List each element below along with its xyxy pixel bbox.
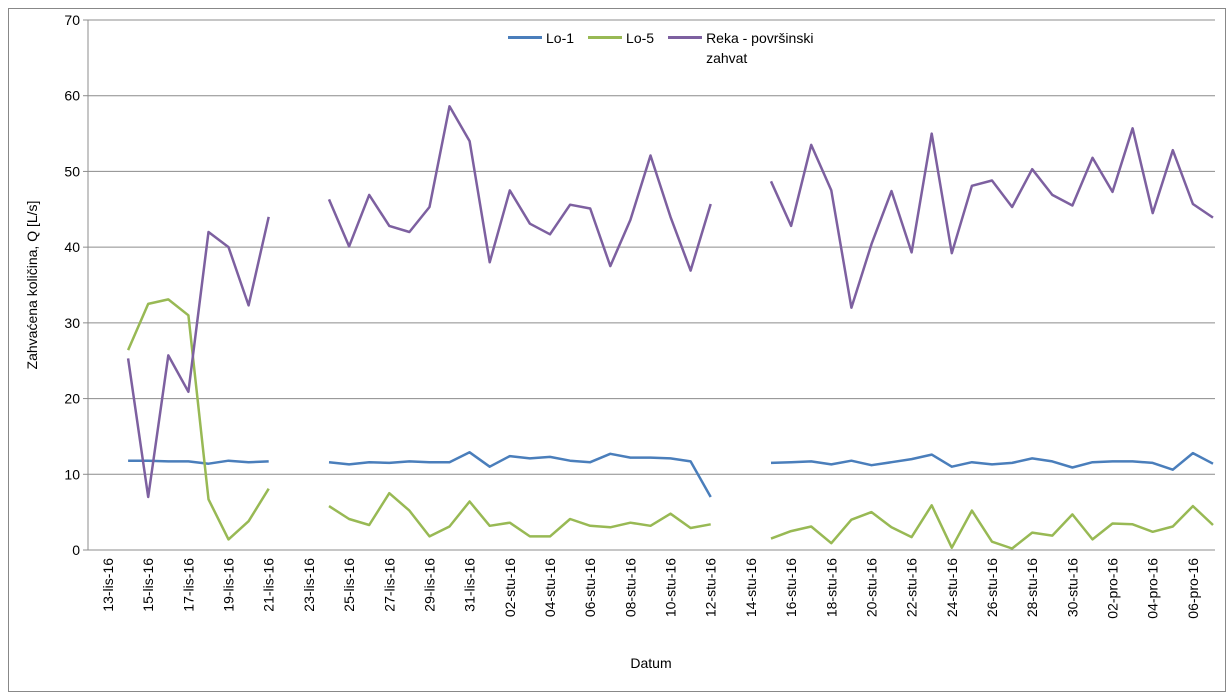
x-tick-label: 28-stu-16 <box>1024 558 1040 617</box>
x-tick-label: 19-lis-16 <box>221 558 237 612</box>
x-tick-label: 15-lis-16 <box>140 558 156 612</box>
legend: Lo-1 Lo-5 Reka - površinski zahvat <box>508 28 871 68</box>
x-tick-label: 04-pro-16 <box>1145 558 1161 619</box>
legend-item: Reka - površinski zahvat <box>668 28 856 68</box>
legend-label: Lo-5 <box>626 30 655 46</box>
y-tick-label: 10 <box>64 466 80 482</box>
x-tick-label: 04-stu-16 <box>542 558 558 617</box>
x-tick-label: 25-lis-16 <box>341 558 357 612</box>
legend-item: Lo-1 <box>508 28 574 68</box>
x-tick-label: 12-stu-16 <box>703 558 719 617</box>
y-tick-label: 0 <box>72 542 80 558</box>
y-tick-label: 30 <box>64 315 80 331</box>
y-tick-label: 50 <box>64 163 80 179</box>
legend-label: Lo-1 <box>546 30 575 46</box>
legend-swatch <box>668 36 703 39</box>
x-tick-label: 29-lis-16 <box>421 558 437 612</box>
x-tick-label: 02-stu-16 <box>502 558 518 617</box>
x-tick-label: 31-lis-16 <box>462 558 478 612</box>
x-tick-label: 30-stu-16 <box>1064 558 1080 617</box>
x-tick-label: 02-pro-16 <box>1105 558 1121 619</box>
y-axis-label: Zahvaćena količina, Q [L/s] <box>24 201 40 370</box>
x-tick-label: 18-stu-16 <box>823 558 839 617</box>
series-line <box>126 298 1214 550</box>
legend-swatch <box>508 36 542 39</box>
series-line <box>128 451 1214 498</box>
x-tick-label: 13-lis-16 <box>100 558 116 612</box>
legend-item: Lo-5 <box>588 28 654 68</box>
series-line <box>126 105 1214 499</box>
x-tick-label: 06-pro-16 <box>1185 558 1201 619</box>
x-tick-label: 24-stu-16 <box>944 558 960 617</box>
legend-label: Reka - površinski zahvat <box>706 30 814 66</box>
y-tick-label: 40 <box>64 239 80 255</box>
x-tick-label: 16-stu-16 <box>783 558 799 617</box>
x-tick-label: 27-lis-16 <box>381 558 397 612</box>
x-tick-label: 08-stu-16 <box>622 558 638 617</box>
y-tick-label: 20 <box>64 391 80 407</box>
x-tick-label: 17-lis-16 <box>180 558 196 612</box>
x-tick-label: 10-stu-16 <box>663 558 679 617</box>
x-tick-label: 14-stu-16 <box>743 558 759 617</box>
x-tick-label: 26-stu-16 <box>984 558 1000 617</box>
x-axis-label: Datum <box>630 655 671 671</box>
x-tick-label: 20-stu-16 <box>863 558 879 617</box>
x-tick-label: 06-stu-16 <box>582 558 598 617</box>
y-tick-label: 70 <box>64 12 80 28</box>
legend-swatch <box>588 36 623 39</box>
x-tick-label: 21-lis-16 <box>261 558 277 612</box>
x-tick-label: 22-stu-16 <box>904 558 920 617</box>
x-tick-label: 23-lis-16 <box>301 558 317 612</box>
chart-border <box>8 8 1226 692</box>
y-tick-label: 60 <box>64 88 80 104</box>
